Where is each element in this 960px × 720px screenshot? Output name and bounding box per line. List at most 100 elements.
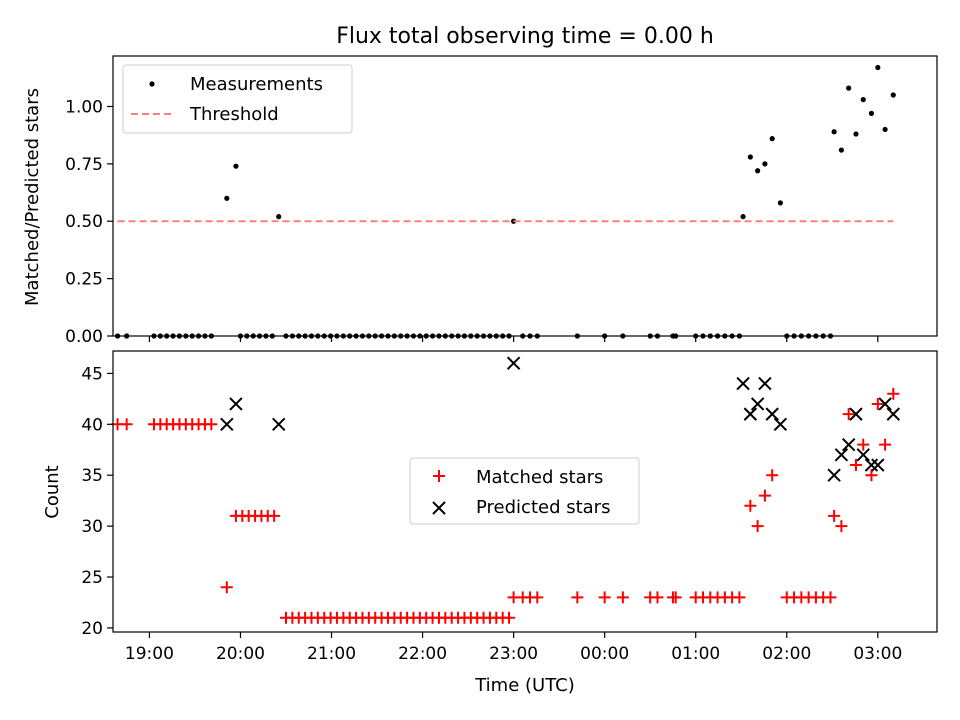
- measurement-point: [875, 64, 881, 71]
- matched-star-point: [669, 591, 682, 604]
- measurement-point: [838, 147, 844, 153]
- x-tick-label: 20:00: [216, 644, 265, 664]
- legend-measurements-label: Measurements: [190, 74, 323, 95]
- predicted-star-point: [765, 407, 779, 421]
- count-y-axis: 20 25 30 35 40 45: [81, 364, 113, 639]
- predicted-star-point: [871, 458, 885, 472]
- matched-star-point: [598, 591, 611, 604]
- legend-matched-marker: [433, 470, 445, 482]
- x-tick-label: 23:00: [489, 644, 538, 664]
- predicted-star-point: [878, 397, 892, 411]
- predicted-star-point: [736, 376, 750, 391]
- matched-star-point: [887, 387, 900, 400]
- matched-star-point: [616, 591, 629, 604]
- measurement-point: [224, 195, 230, 201]
- x-tick-label: 02:00: [762, 644, 811, 664]
- legend-measurements-marker: [149, 81, 155, 87]
- matched-star-point: [758, 489, 771, 502]
- matched-star-point: [835, 520, 848, 533]
- count-y-tick-label: 25: [81, 568, 103, 588]
- measurement-point: [860, 97, 866, 103]
- measurement-point: [882, 126, 888, 133]
- count-y-tick-label: 35: [81, 466, 103, 486]
- predicted-star-point: [834, 448, 849, 462]
- predicted-star-point: [827, 468, 841, 482]
- measurement-point: [853, 131, 859, 137]
- matched-star-point: [268, 509, 281, 522]
- measurement-point: [747, 154, 753, 160]
- legend-predicted-marker: [432, 501, 446, 515]
- x-tick-label: 21:00: [307, 644, 356, 664]
- predicted-star-point: [750, 397, 765, 411]
- legend-threshold-label: Threshold: [189, 104, 279, 125]
- predicted-star-point: [864, 458, 879, 472]
- matched-star-point: [120, 418, 133, 431]
- predicted-star-point: [841, 437, 856, 452]
- legend-matched-label: Matched stars: [476, 467, 603, 488]
- count-x-axis: 19:00 20:00 21:00 22:00 23:00 00:00 01:00 02:00…: [125, 632, 902, 664]
- measurement-point: [890, 92, 896, 98]
- predicted-star-point: [856, 448, 870, 462]
- measurement-point: [233, 163, 239, 169]
- ratio-y-axis: 0.00 0.25 0.50 0.75 1.00: [65, 97, 113, 347]
- matched-star-point: [871, 397, 884, 410]
- measurement-point: [769, 136, 775, 142]
- ratio-y-tick-label: 0.00: [65, 327, 103, 347]
- matched-star-point: [766, 469, 779, 482]
- matched-star-point: [751, 520, 764, 533]
- matched-star-point: [842, 408, 855, 421]
- measurement-point: [846, 85, 852, 91]
- count-legend: Matched stars Predicted stars: [409, 457, 640, 525]
- measurement-point: [762, 161, 768, 167]
- matched-star-point: [849, 459, 862, 472]
- matched-star-point: [828, 509, 841, 522]
- predicted-star-point: [220, 417, 234, 432]
- matched-star-point: [651, 591, 664, 604]
- predicted-star-point: [272, 417, 286, 432]
- ratio-y-tick-label: 0.25: [65, 270, 103, 290]
- ratio-y-tick-label: 0.75: [65, 155, 103, 175]
- matched-star-point: [857, 438, 870, 451]
- count-y-tick-label: 45: [81, 364, 103, 384]
- measurement-point: [868, 110, 875, 116]
- predicted-star-point: [229, 397, 243, 411]
- legend-predicted-label: Predicted stars: [476, 497, 610, 518]
- measurement-point: [276, 214, 282, 220]
- count-y-axis-label: Count: [42, 465, 63, 518]
- count-legend-box: [409, 457, 640, 525]
- count-axes-frame: [112, 350, 938, 633]
- matched-star-point: [503, 611, 516, 624]
- count-y-tick-label: 20: [81, 619, 103, 639]
- predicted-star-point: [773, 417, 788, 432]
- predicted-star-point: [886, 407, 901, 421]
- ratio-legend: Measurements Threshold: [122, 64, 353, 134]
- measurement-point: [740, 214, 746, 220]
- predicted-star-point: [758, 376, 772, 391]
- matched-star-point: [220, 581, 233, 594]
- measurement-point: [777, 200, 783, 206]
- matched-star-point: [865, 469, 878, 482]
- chart-title: Flux total observing time = 0.00 h: [336, 24, 714, 49]
- matched-star-point: [571, 591, 584, 604]
- ratio-y-tick-label: 1.00: [65, 97, 103, 117]
- matched-star-point: [531, 591, 544, 604]
- predicted-star-point: [849, 407, 863, 421]
- ratio-y-tick-label: 0.50: [65, 212, 103, 232]
- x-tick-label: 19:00: [125, 644, 174, 664]
- count-y-tick-label: 30: [81, 517, 103, 537]
- count-y-tick-label: 40: [81, 415, 103, 435]
- x-axis-label: Time (UTC): [474, 675, 575, 696]
- ratio-y-axis-label: Matched/Predicted stars: [22, 88, 43, 306]
- ratio-x-ticks: [148, 336, 879, 342]
- x-tick-label: 03:00: [853, 644, 902, 664]
- ratio-axes-frame: [112, 55, 938, 337]
- count-panel: 20 25 30 35 40 45 19:00 20:00 21:00 22:00 23:00 00…: [42, 350, 938, 696]
- x-tick-label: 22:00: [398, 644, 447, 664]
- measurement-point: [831, 129, 837, 135]
- matched-star-point: [744, 499, 757, 512]
- matched-star-point: [733, 591, 746, 604]
- ratio-panel: 0.00 0.25 0.50 0.75 1.00 Matched/Predicted s…: [22, 55, 938, 347]
- measurement-point: [755, 168, 761, 174]
- predicted-star-point: [743, 407, 758, 421]
